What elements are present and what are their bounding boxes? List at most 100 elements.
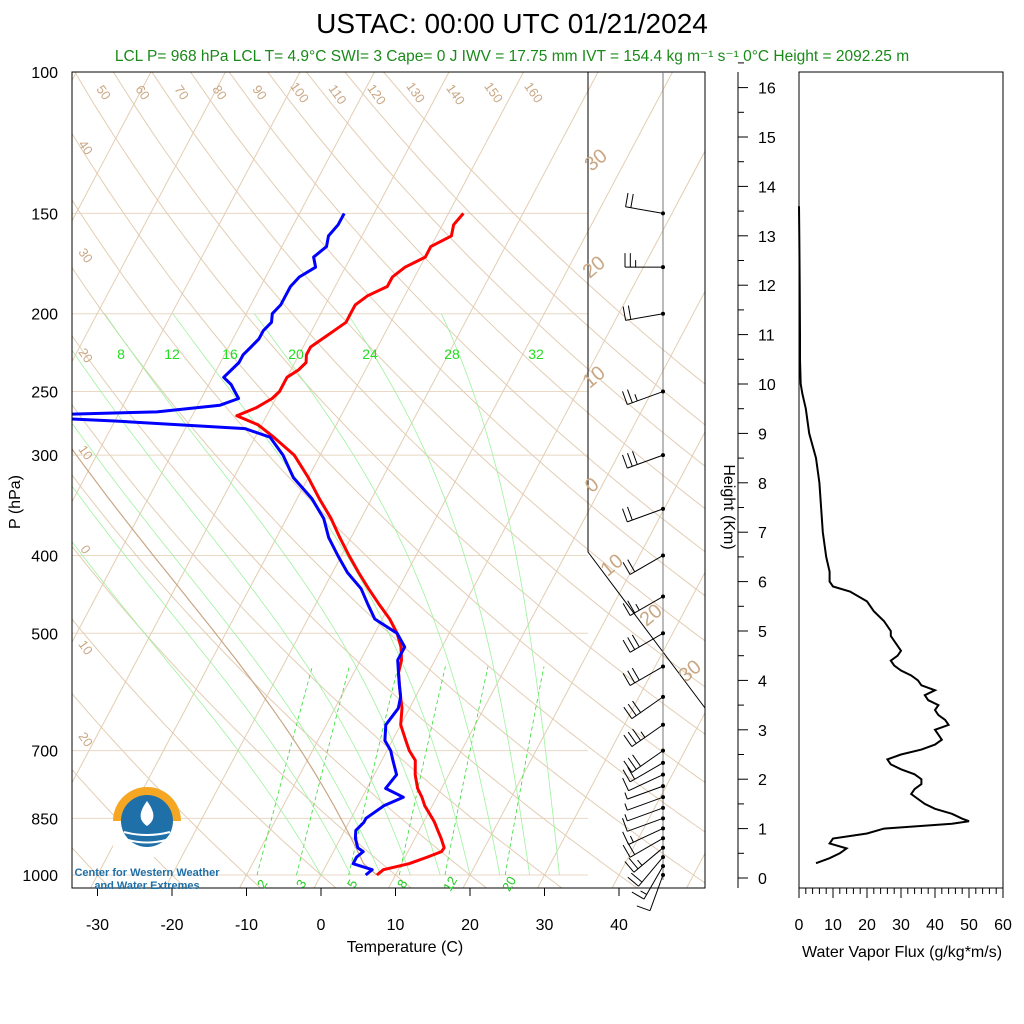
dry-adiabat-line [72,545,412,888]
dry-adiabat-line [383,72,705,385]
parcel-path [72,448,378,876]
wind-barb-flag [622,777,630,791]
wind-barb-shaft [627,817,664,832]
wind-barb-shaft [627,785,664,800]
isotherm-line [313,150,705,888]
wind-barb-flag [627,389,633,403]
wind-barb-flag [632,451,638,465]
dry-adiabat-label: 100 [287,79,312,105]
mixing-ratio-label: 20 [499,874,519,894]
cw3e-logo: Center for Western Weather and Water Ext… [74,787,220,892]
wind-barb-flag [622,673,631,686]
wind-barb-flag [622,844,631,858]
dry-adiabat-label: 60 [132,82,153,102]
height-tick-label: 9 [758,426,767,443]
dry-adiabat-line [190,72,705,597]
wind-barb-half-flag [640,731,646,738]
y-axis-label: P (hPa) [7,475,24,529]
height-tick-label: 15 [758,130,776,147]
wind-barb-half-flag [635,603,640,611]
dry-adiabat-label: 20 [75,345,96,365]
wind-barb-shaft [638,856,664,887]
pressure-tick-label: 300 [31,448,58,465]
height-tick-label: 10 [758,377,776,394]
wind-barb-flag [622,508,628,523]
logo-line-2: and Water Extremes [94,880,199,892]
temperature-tick-label: 20 [461,917,479,934]
wind-barb-flag [625,192,629,207]
isotherm-line [164,72,599,888]
height-tick-label: 8 [758,476,767,493]
moist-adiabat-label: 20 [288,346,304,362]
dry-adiabat-line [72,132,705,784]
height-tick-label: 1 [758,822,767,839]
isotherm-label: 30 [581,145,612,176]
wind-barb-flag [627,506,633,521]
wind-barb-flag [622,306,627,321]
wind-barb-flag [622,562,631,575]
mixing-ratio-label: 12 [440,874,460,894]
moist-adiabat-line [72,349,411,876]
mixing-ratio-label: 2 [254,877,271,891]
dry-adiabat-line [267,72,705,510]
wind-barb-flag [627,559,636,573]
wind-barb-shaft [629,632,664,653]
wind-barb-shaft [625,313,664,321]
pressure-tick-label: 150 [31,206,58,223]
height-tick-label: 14 [758,179,776,196]
flux-tick-label: 40 [926,917,944,934]
height-tick-label: 3 [758,723,767,740]
dry-adiabat-label: 70 [171,82,192,102]
wind-barb-shaft [627,796,664,811]
height-tick-label: 6 [758,575,767,592]
isotherm-label: 30 [675,656,706,687]
dry-adiabat-label: 90 [249,82,270,102]
wind-barb-flag [627,757,637,770]
wind-barb-flag [627,703,637,716]
dry-adiabat-label: 110 [326,82,350,108]
flux-x-axis-label: Water Vapor Flux (g/kg*m/s) [802,944,1002,961]
wind-barb-shaft [629,762,664,783]
wind-barb-flag [627,766,636,780]
wind-barb-shaft [631,724,664,747]
dry-adiabat-line [305,72,705,467]
wind-barb-shaft [627,391,664,406]
wind-barb-flag [622,817,628,832]
isotherm-line [72,72,375,644]
mixing-ratio-label: 5 [344,877,361,891]
wind-barb-flag [631,891,645,900]
hodograph-boundary [587,72,706,888]
height-tick-label: 11 [758,328,775,345]
pressure-tick-label: 250 [31,385,58,402]
isotherm-line [388,290,705,888]
wind-barb-shaft [627,807,664,822]
mixing-ratio-line [504,666,545,876]
wind-barb-flag [627,305,632,320]
isotherm-line [537,571,705,888]
moist-adiabat-label: 24 [362,346,378,362]
isotherm-line [0,72,2,892]
pressure-tick-label: 200 [31,307,58,324]
wind-barb-flag [624,861,635,873]
dry-adiabat-label: 150 [481,79,506,105]
pressure-tick-label: 1000 [22,868,58,885]
flux-tick-label: 20 [858,917,876,934]
wind-barb-shaft [627,508,664,523]
isotherm-line [611,711,705,888]
dry-adiabat-line [72,769,186,888]
dry-adiabat-label: 20 [75,729,96,749]
isotherm-label: 10 [597,550,628,581]
dry-adiabat-label: 50 [93,82,114,102]
moist-adiabat-line [254,313,501,876]
moist-adiabat-line [347,313,530,876]
wind-barb-shaft [649,874,664,911]
mixing-ratio-line [398,666,446,876]
wind-barb-shaft [628,827,664,845]
height-tick-label: 0 [758,871,767,888]
wind-barb-flag [630,872,643,883]
dry-adiabat-label: 130 [403,79,428,105]
wind-barb-shaft [628,774,664,792]
isotherm-line [462,430,705,888]
dry-adiabat-line [72,692,262,888]
moist-adiabat-line [72,422,381,876]
